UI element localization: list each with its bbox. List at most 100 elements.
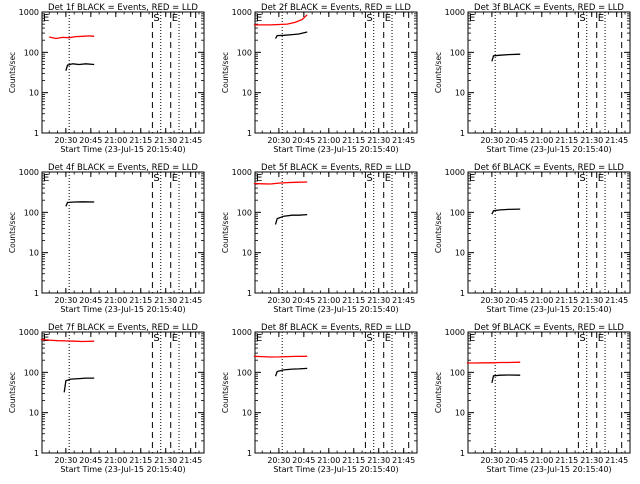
x-axis-label: Start Time (23-Jul-15 20:15:40) <box>60 465 185 474</box>
s-marker-label: S <box>153 173 159 184</box>
panel-title: Det 9f BLACK = Events, RED = LLD <box>474 323 624 333</box>
x-tick-label: 20:30 <box>480 136 503 145</box>
y-axis-label: Counts/sec <box>221 372 230 413</box>
s-marker-label: S <box>153 333 159 344</box>
x-tick-label: 21:00 <box>104 456 127 465</box>
s-marker-label: S <box>579 13 585 24</box>
plot-frame <box>467 331 631 454</box>
x-tick-label: 21:45 <box>605 136 628 145</box>
black-events-series <box>65 201 95 207</box>
x-tick-label: 21:30 <box>367 136 390 145</box>
s-marker-label: S <box>366 173 372 184</box>
s-marker-label: S <box>366 333 372 344</box>
y-tick-label: 100 <box>450 368 465 377</box>
x-tick-label: 21:00 <box>317 456 340 465</box>
plot-frame <box>41 11 205 134</box>
y-tick-label: 1000 <box>19 8 39 17</box>
panel-title: Det 7f BLACK = Events, RED = LLD <box>48 323 198 333</box>
y-axis-label: Counts/sec <box>434 212 443 253</box>
x-tick-label: 21:15 <box>129 456 152 465</box>
y-tick-label: 1 <box>247 129 252 138</box>
e-marker-label: E <box>385 333 391 344</box>
x-tick-label: 20:30 <box>267 136 290 145</box>
x-tick-label: 21:15 <box>342 296 365 305</box>
e-marker-label: E <box>172 333 178 344</box>
y-tick-label: 10 <box>29 89 39 98</box>
y-tick-label: 100 <box>237 368 252 377</box>
x-tick-label: 21:15 <box>129 136 152 145</box>
panel-title: Det 1f BLACK = Events, RED = LLD <box>48 3 198 13</box>
x-tick-label: 21:30 <box>367 296 390 305</box>
s-marker-label: S <box>579 173 585 184</box>
red-lld-series <box>253 181 308 185</box>
y-tick-label: 1000 <box>445 328 465 337</box>
y-tick-label: 1 <box>460 289 465 298</box>
panel-title: Det 4f BLACK = Events, RED = LLD <box>48 163 198 173</box>
y-tick-label: 1 <box>460 449 465 458</box>
y-tick-label: 100 <box>24 48 39 57</box>
x-tick-label: 20:30 <box>54 136 77 145</box>
y-tick-label: 1 <box>247 449 252 458</box>
y-tick-label: 1000 <box>232 168 252 177</box>
plot-frame <box>41 171 205 294</box>
e-marker-label: E <box>469 333 475 344</box>
y-tick-label: 1000 <box>232 8 252 17</box>
x-tick-label: 21:30 <box>154 456 177 465</box>
e-marker-label: E <box>256 173 262 184</box>
x-tick-label: 20:30 <box>480 296 503 305</box>
plot-frame <box>254 171 418 294</box>
e-marker-label: E <box>598 13 604 24</box>
x-axis-label: Start Time (23-Jul-15 20:15:40) <box>273 145 398 154</box>
x-tick-label: 21:15 <box>555 136 578 145</box>
x-tick-label: 21:30 <box>580 296 603 305</box>
x-tick-label: 20:30 <box>480 456 503 465</box>
e-marker-label: E <box>43 13 49 24</box>
x-tick-label: 20:45 <box>292 456 315 465</box>
x-tick-label: 21:30 <box>154 296 177 305</box>
black-events-series <box>274 31 308 39</box>
e-marker-label: E <box>469 173 475 184</box>
x-tick-label: 21:15 <box>342 136 365 145</box>
panel-title: Det 3f BLACK = Events, RED = LLD <box>474 3 624 13</box>
x-tick-label: 21:45 <box>392 136 415 145</box>
x-tick-label: 20:30 <box>267 296 290 305</box>
x-axis-label: Start Time (23-Jul-15 20:15:40) <box>273 305 398 314</box>
x-tick-label: 20:45 <box>292 296 315 305</box>
y-tick-label: 1 <box>34 289 39 298</box>
plot-frame <box>254 331 418 454</box>
x-tick-label: 21:00 <box>530 456 553 465</box>
e-marker-label: E <box>256 13 262 24</box>
black-events-series <box>274 213 308 225</box>
x-tick-label: 20:45 <box>505 296 528 305</box>
plot-frame <box>254 11 418 134</box>
x-tick-label: 21:00 <box>104 136 127 145</box>
y-tick-label: 100 <box>237 208 252 217</box>
x-tick-label: 21:00 <box>104 296 127 305</box>
panel-4: Det 4f BLACK = Events, RED = LLD 1 10 100 10… <box>8 163 205 314</box>
e-marker-label: E <box>172 173 178 184</box>
x-tick-label: 21:15 <box>342 456 365 465</box>
x-axis-label: Start Time (23-Jul-15 20:15:40) <box>60 145 185 154</box>
y-tick-label: 10 <box>242 409 252 418</box>
e-marker-label: E <box>469 13 475 24</box>
y-tick-label: 10 <box>29 249 39 258</box>
panel-title: Det 2f BLACK = Events, RED = LLD <box>261 3 411 13</box>
e-marker-label: E <box>598 173 604 184</box>
y-tick-label: 100 <box>237 48 252 57</box>
s-marker-label: S <box>579 333 585 344</box>
x-axis-label: Start Time (23-Jul-15 20:15:40) <box>486 145 611 154</box>
x-tick-label: 20:45 <box>79 136 102 145</box>
panel-5: Det 5f BLACK = Events, RED = LLD 1 10 100 10… <box>221 163 418 314</box>
x-axis-label: Start Time (23-Jul-15 20:15:40) <box>486 305 611 314</box>
panel-1: Det 1f BLACK = Events, RED = LLD 1 10 100 10… <box>8 3 205 154</box>
e-marker-label: E <box>598 333 604 344</box>
plot-frame <box>467 11 631 134</box>
e-marker-label: E <box>172 13 178 24</box>
y-axis-label: Counts/sec <box>8 212 17 253</box>
y-axis-label: Counts/sec <box>8 372 17 413</box>
black-events-series <box>491 208 521 215</box>
y-tick-label: 1 <box>247 289 252 298</box>
plot-frame <box>41 331 205 454</box>
